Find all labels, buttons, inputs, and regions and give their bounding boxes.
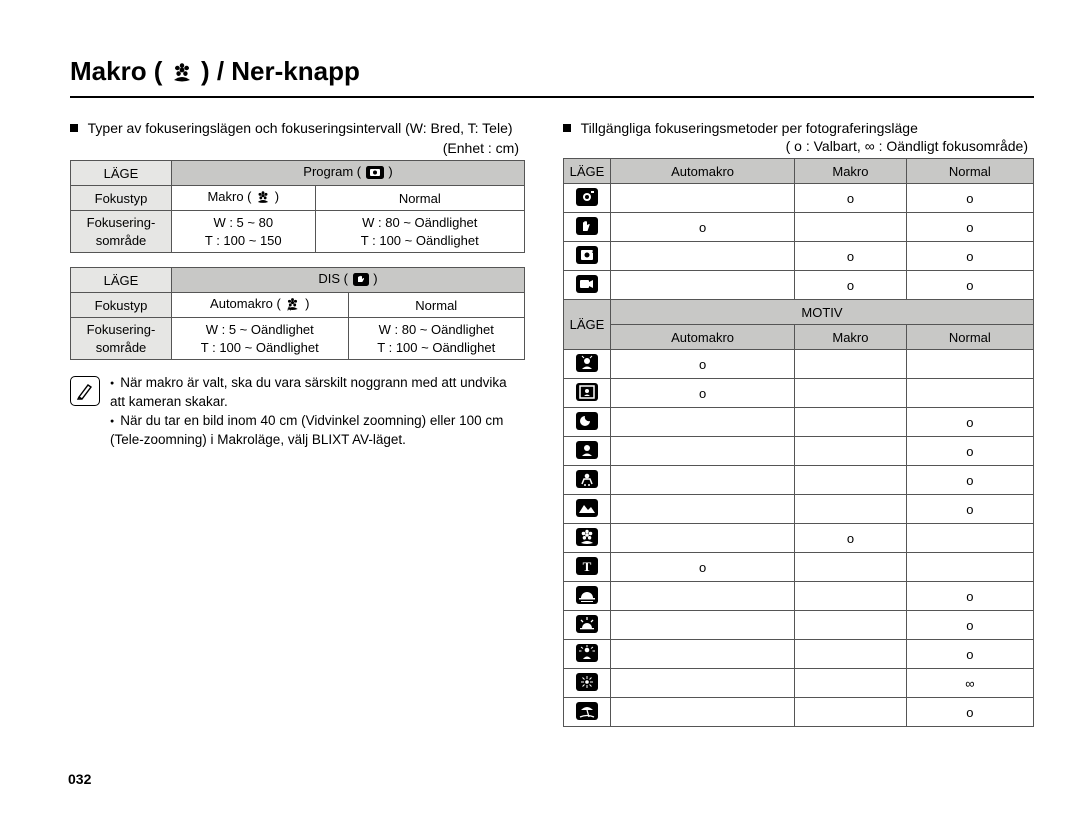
square-bullet-icon [563, 124, 571, 132]
flower-icon [256, 191, 270, 207]
scene-icon-dawn [564, 611, 611, 640]
scene-icon-frame [564, 379, 611, 408]
table-row: o [564, 495, 1034, 524]
scene-icon-beauty [564, 350, 611, 379]
note-item-2: När du tar en bild inom 40 cm (Vidvinkel… [110, 412, 525, 450]
scene-icon-backlight [564, 640, 611, 669]
gh-normal: Normal [906, 159, 1033, 184]
square-bullet-icon [70, 124, 78, 132]
t1-mode-value: Program ( ) [172, 161, 525, 186]
scene-icon-sunset [564, 582, 611, 611]
table-row: o [564, 408, 1034, 437]
table-row: ? o o [564, 242, 1034, 271]
t1-row1-c2: Normal [315, 186, 524, 211]
t2-row1-c2: Normal [348, 293, 525, 318]
note-list: När makro är valt, ska du vara särskilt … [110, 374, 525, 450]
t2-row2-label: Fokusering-sområde [71, 318, 172, 360]
table-row: o [564, 524, 1034, 553]
scene-icon-beach [564, 698, 611, 727]
t2-row1-c1: Automakro ( A ) [172, 293, 349, 318]
t1-row2-c1: W : 5 ~ 80 T : 100 ~ 150 [172, 211, 316, 253]
flower-icon [171, 59, 193, 90]
page-title: Makro ( ) / Ner-knapp [70, 56, 360, 90]
right-intro-text: Tillgängliga fokuseringsmetoder per foto… [581, 120, 918, 136]
title-suffix: ) / Ner-knapp [201, 56, 360, 86]
table-row: o [564, 379, 1034, 408]
page-title-row: Makro ( ) / Ner-knapp [70, 56, 1034, 98]
gh-makro: Makro [795, 159, 907, 184]
mode-icon-hand [564, 213, 611, 242]
right-intro: Tillgängliga fokuseringsmetoder per foto… [563, 120, 1034, 136]
gh-mode2: LÄGE [564, 300, 611, 350]
gh-makro2: Makro [795, 325, 907, 350]
table-row: o [564, 640, 1034, 669]
left-intro: Typer av fokuseringslägen och fokusering… [70, 120, 525, 136]
table-row: o o [564, 271, 1034, 300]
scene-icon-text: T [564, 553, 611, 582]
scene-icon-closeup [564, 524, 611, 553]
table-row: o [564, 350, 1034, 379]
left-intro-text: Typer av fokuseringslägen och fokusering… [88, 120, 513, 136]
svg-text:T: T [583, 559, 592, 574]
gh-auto: Automakro [611, 159, 795, 184]
t1-row1-label: Fokustyp [71, 186, 172, 211]
scene-icon-landscape [564, 495, 611, 524]
table-row: To [564, 553, 1034, 582]
table-row: o [564, 582, 1034, 611]
t2-row1-label: Fokustyp [71, 293, 172, 318]
t2-row2-c1: W : 5 ~ Oändlighet T : 100 ~ Oändlighet [172, 318, 349, 360]
svg-text:A: A [288, 306, 292, 311]
mode-icon-camera [564, 184, 611, 213]
t2-mode-label: LÄGE [71, 268, 172, 293]
gh-mode: LÄGE [564, 159, 611, 184]
legend-text: ( o : Valbart, ∞ : Oändligt fokusområde) [563, 138, 1028, 154]
modes-table: LÄGE Automakro Makro Normal o o o o ? [563, 158, 1034, 727]
unit-label: (Enhet : cm) [70, 140, 519, 156]
t2-row2-c2: W : 80 ~ Oändlighet T : 100 ~ Oändlighet [348, 318, 525, 360]
title-prefix: Makro ( [70, 56, 162, 86]
scene-icon-fireworks [564, 669, 611, 698]
automakro-icon: A [285, 298, 300, 314]
note-item-1: När makro är valt, ska du vara särskilt … [110, 374, 525, 412]
gh-normal2: Normal [906, 325, 1033, 350]
svg-text:?: ? [591, 249, 595, 255]
note-icon [70, 376, 100, 406]
mode-icon-movie [564, 271, 611, 300]
scene-icon-night [564, 408, 611, 437]
t1-row2-c2: W : 80 ~ Oändlighet T : 100 ~ Oändlighet [315, 211, 524, 253]
table-row: o [564, 698, 1034, 727]
t2-mode-value: DIS ( ) [172, 268, 525, 293]
table-row: o [564, 466, 1034, 495]
left-column: Typer av fokuseringslägen och fokusering… [70, 120, 525, 727]
spec-table-program: LÄGE Program ( ) Fokustyp Makro ( ) Norm… [70, 160, 525, 253]
t1-row2-label: Fokusering-sområde [71, 211, 172, 253]
table-row: o o [564, 213, 1034, 242]
gh-motiv: MOTIV [611, 300, 1034, 325]
table-row: ∞ [564, 669, 1034, 698]
hand-icon [353, 273, 369, 289]
table-row: o [564, 611, 1034, 640]
scene-icon-children [564, 466, 611, 495]
scene-icon-portrait [564, 437, 611, 466]
note-box: När makro är valt, ska du vara särskilt … [70, 374, 525, 450]
right-column: Tillgängliga fokuseringsmetoder per foto… [563, 120, 1034, 727]
table-row: o o [564, 184, 1034, 213]
table-row: o [564, 437, 1034, 466]
gh-auto2: Automakro [611, 325, 795, 350]
t1-row1-c1: Makro ( ) [172, 186, 316, 211]
spec-table-dis: LÄGE DIS ( ) Fokustyp Automakro ( A ) No… [70, 267, 525, 360]
page-number: 032 [68, 771, 91, 787]
camera-icon [366, 166, 384, 182]
t1-mode-label: LÄGE [71, 161, 172, 186]
mode-icon-guide: ? [564, 242, 611, 271]
